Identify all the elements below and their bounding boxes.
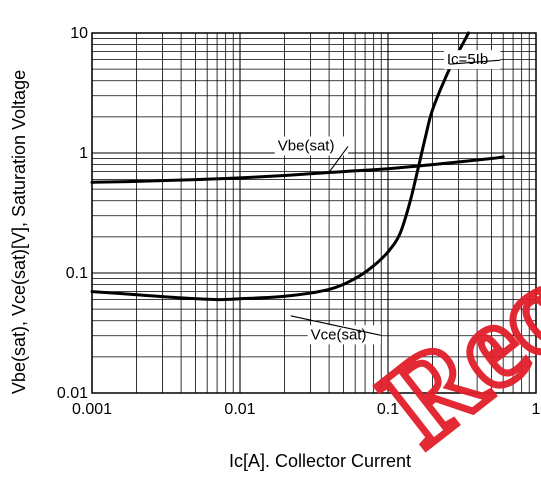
x-axis-title: Ic[A]. Collector Current: [229, 451, 411, 471]
series-group: [90, 31, 505, 302]
annotation-label: Vce(sat): [311, 326, 367, 343]
annotation-leader: [328, 146, 349, 173]
y-tick-label: 0.1: [66, 265, 88, 282]
plot-frame: [91, 32, 537, 394]
annotation-label: Ic=5Ib: [447, 51, 488, 68]
watermark-logo: Rec: [358, 246, 541, 470]
x-tick-label: 0.01: [224, 401, 255, 418]
x-tick-label: 1: [532, 401, 541, 418]
y-tick-label: 0.01: [57, 385, 88, 402]
x-tick-label: 0.001: [72, 401, 112, 418]
y-tick-label: 1: [79, 145, 88, 162]
annotation-label: Vbe(sat): [278, 137, 335, 154]
annotation-bg: [307, 325, 381, 345]
annotations: Ic=5Ib Vbe(sat) Vce(sat): [274, 50, 501, 345]
x-tick-label: 0.1: [377, 401, 399, 418]
axis-frame: [91, 32, 537, 394]
annotation-leader: [290, 315, 381, 336]
annotation-bg: [443, 50, 501, 70]
annotation-bg: [274, 136, 348, 156]
series-line-vce-sat: [90, 31, 470, 302]
y-tick-label: 10: [70, 25, 88, 42]
series-line-vbe-sat: [90, 155, 505, 184]
y-axis-title: Vbe(sat), Vce(sat)[V], Saturation Voltag…: [9, 70, 29, 394]
annotation-leader: [449, 59, 501, 65]
